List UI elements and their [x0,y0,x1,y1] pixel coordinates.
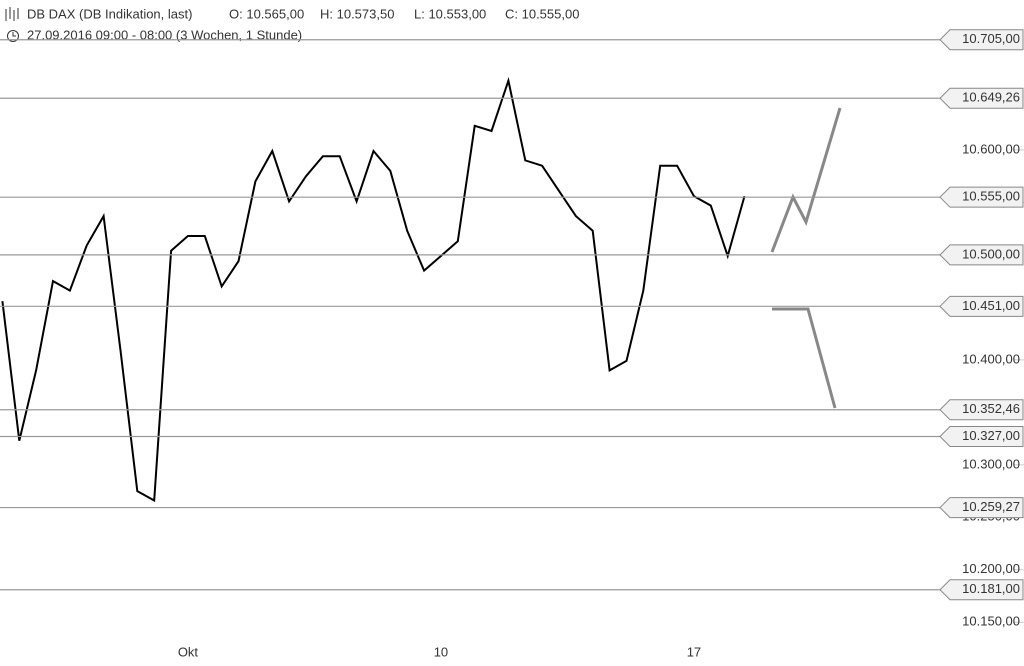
level-label: 10.451,00 [962,298,1020,313]
projection-down [772,307,837,409]
level-label: 10.327,00 [962,428,1020,443]
level-label: 10.259,27 [962,499,1020,514]
level-label: 10.352,46 [962,401,1020,416]
level-box [939,295,1024,317]
ohlc-low: L: 10.553,00 [414,6,486,21]
y-tick-label: 10.200,00 [962,561,1020,576]
level-label: 10.649,26 [962,90,1020,105]
levels-layer: 10.705,00 10.649,26 10.555,00 10.500,00 10.4… [0,29,1024,601]
x-tick-label: 17 [687,644,701,659]
y-tick-label: 10.600,00 [962,141,1020,156]
y-tick-label: 10.300,00 [962,456,1020,471]
level-box [939,29,1024,51]
level-box [939,399,1024,421]
y-tick-label: 10.150,00 [962,614,1020,629]
price-line [1,76,746,503]
level-label: 10.500,00 [962,246,1020,261]
chart-subtitle: 27.09.2016 09:00 - 08:00 (3 Wochen, 1 St… [27,27,302,42]
level-label: 10.705,00 [962,31,1020,46]
chart-title: DB DAX (DB Indikation, last) [27,6,192,21]
x-tick-label: 10 [434,644,448,659]
level-label: 10.181,00 [962,581,1020,596]
ohlc-high: H: 10.573,50 [320,6,394,21]
clock-hands [12,32,16,37]
header-icon [5,7,19,21]
level-box [939,186,1024,208]
x-tick-label: Okt [178,644,199,659]
level-box [939,87,1024,109]
ohlc-close: C: 10.555,00 [505,6,579,21]
level-box [939,497,1024,519]
marks-layer [1,76,746,503]
level-box [939,244,1024,266]
projection-up [770,107,842,253]
level-label: 10.555,00 [962,189,1020,204]
level-box [939,425,1024,447]
y-tick-label: 10.400,00 [962,351,1020,366]
level-box [939,579,1024,601]
ohlc-open: O: 10.565,00 [229,6,304,21]
clock-icon [7,30,19,42]
